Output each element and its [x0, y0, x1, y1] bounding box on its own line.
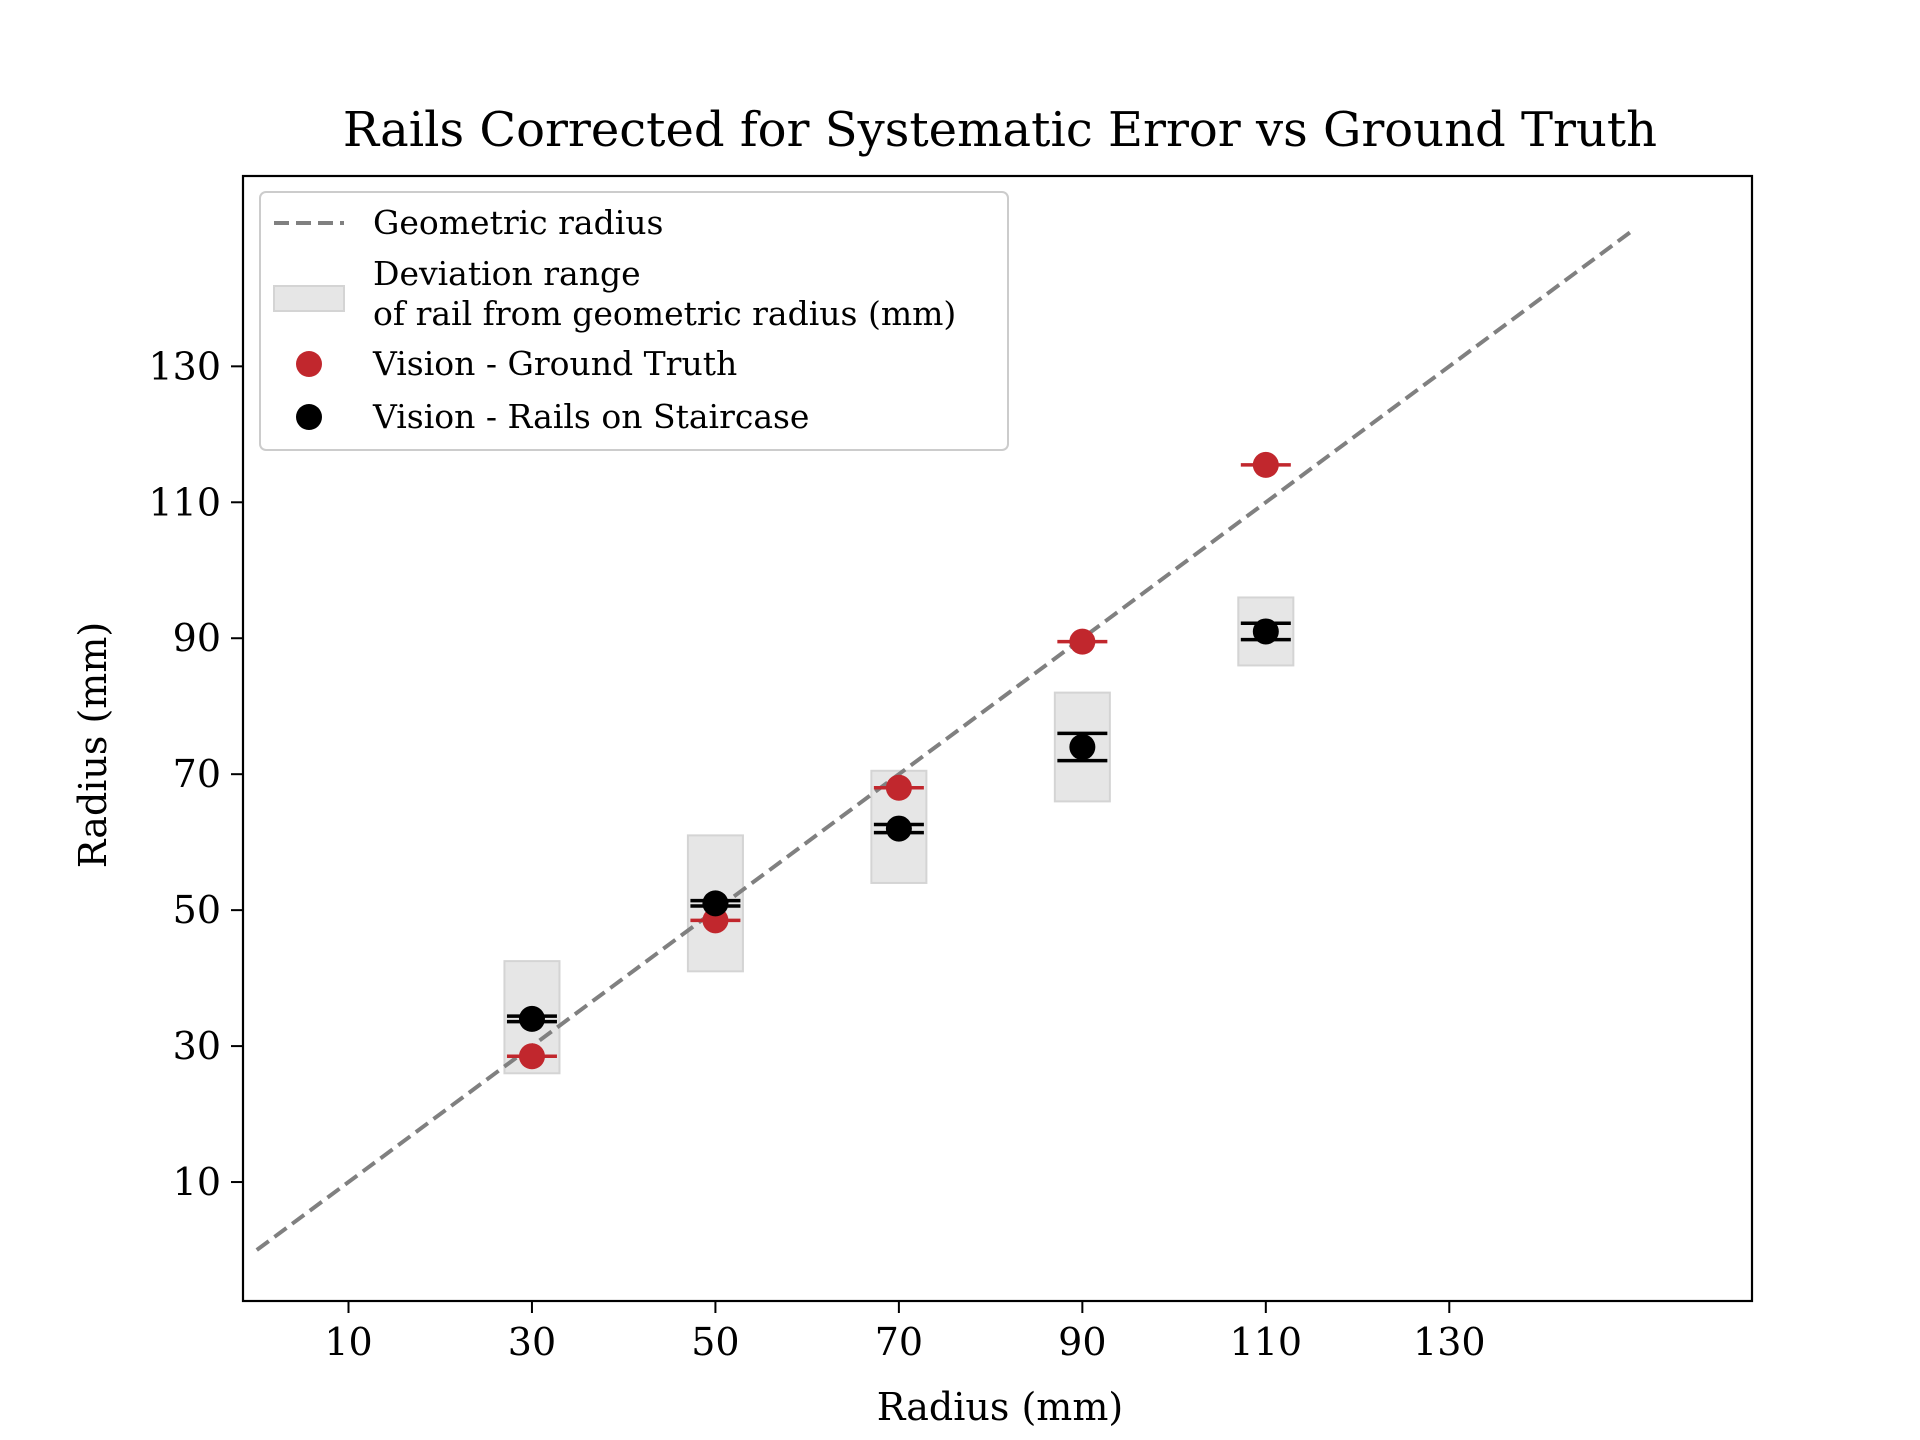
- legend-frame: [259, 191, 1009, 451]
- legend-label-series-1: Vision - Rails on Staircase: [372, 397, 809, 436]
- legend-marker-series-0: [296, 351, 322, 377]
- axis-ticks: 10 30 50 70 90 110 130 10 30 50 70 90 110 130: [148, 344, 1485, 1364]
- y-tick-label-0: 10: [173, 1160, 221, 1204]
- legend-marker-series-1: [296, 404, 322, 430]
- legend-label-series-0: Vision - Ground Truth: [372, 344, 737, 383]
- plot-frame: [241, 174, 1754, 1303]
- x-tick-label-2: 50: [691, 1320, 739, 1364]
- data-point-0-4: [1252, 451, 1279, 478]
- x-axis-label: Radius (mm): [877, 1385, 1123, 1429]
- y-tick-label-3: 70: [173, 752, 221, 796]
- data-point-1-2: [885, 815, 912, 842]
- legend-label-deviation-range-2: of rail from geometric radius (mm): [373, 294, 956, 333]
- legend-swatch-deviation-range: [273, 285, 345, 312]
- data-point-0-0: [518, 1043, 545, 1070]
- y-axis-label: Radius (mm): [71, 622, 115, 868]
- legend-label-geometric-radius: Geometric radius: [373, 203, 663, 242]
- x-tick-label-5: 110: [1230, 1320, 1303, 1364]
- data-point-1-3: [1069, 733, 1096, 760]
- y-tick-label-5: 110: [148, 480, 221, 524]
- x-tick-label-6: 130: [1413, 1320, 1486, 1364]
- data-point-1-0: [518, 1005, 545, 1032]
- data-point-0-3: [1069, 628, 1096, 655]
- x-tick-label-3: 70: [875, 1320, 923, 1364]
- data-point-0-2: [885, 774, 912, 801]
- y-tick-label-2: 50: [173, 888, 221, 932]
- data-point-1-4: [1252, 618, 1279, 645]
- chart-title: Rails Corrected for Systematic Error vs …: [343, 102, 1657, 158]
- legend-label-deviation-range-1: Deviation range: [373, 254, 641, 293]
- y-tick-label-1: 30: [173, 1024, 221, 1068]
- x-tick-label-4: 90: [1058, 1320, 1106, 1364]
- x-tick-label-1: 30: [508, 1320, 556, 1364]
- y-tick-label-6: 130: [148, 344, 221, 388]
- data-point-1-1: [702, 890, 729, 917]
- y-tick-label-4: 90: [173, 616, 221, 660]
- plot-area: [255, 228, 1634, 1252]
- x-tick-label-0: 10: [324, 1320, 372, 1364]
